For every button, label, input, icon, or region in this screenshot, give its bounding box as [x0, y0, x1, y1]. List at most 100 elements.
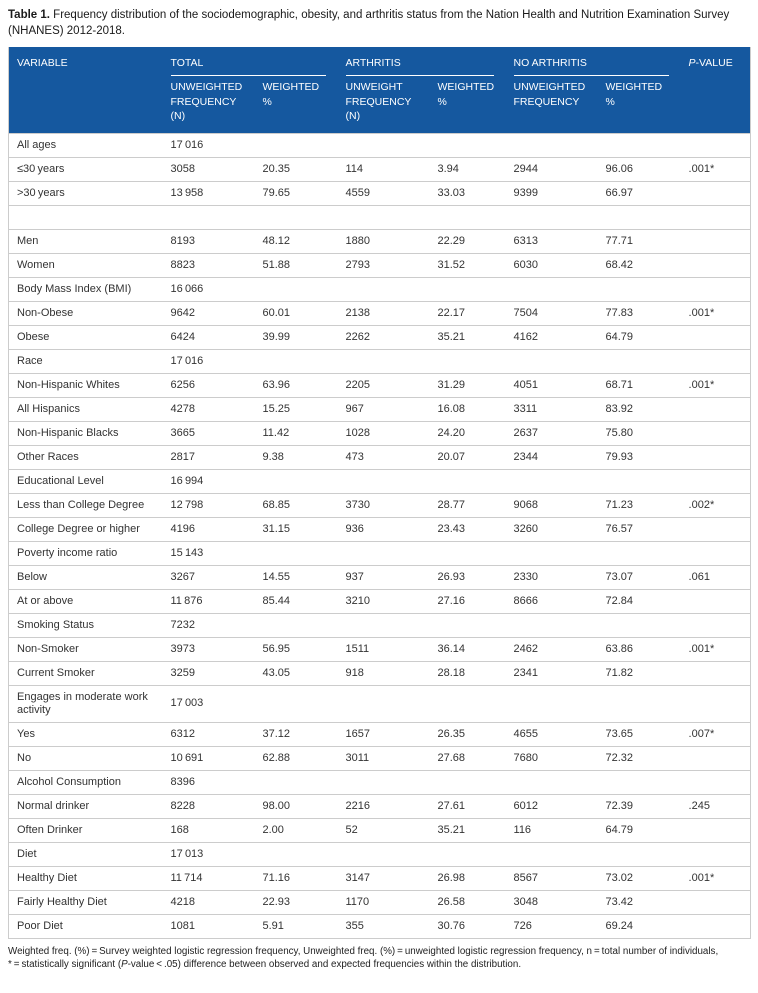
row-label: Smoking Status — [8, 612, 163, 638]
value-cell: 8396 — [162, 769, 255, 795]
value-cell: 20.07 — [429, 444, 506, 470]
p-value-cell — [680, 204, 751, 230]
value-cell: 69.24 — [597, 913, 681, 939]
row-label: Poor Diet — [8, 913, 163, 939]
value-cell: 936 — [337, 516, 430, 542]
table-caption: Table 1. Frequency distribution of the s… — [8, 7, 750, 39]
row-label: At or above — [8, 588, 163, 614]
value-cell: 2637 — [505, 420, 598, 446]
value-cell: 2205 — [337, 372, 430, 398]
value-cell: 3147 — [337, 865, 430, 891]
value-cell: 64.79 — [597, 324, 681, 350]
value-cell: 9.38 — [254, 444, 338, 470]
value-cell: 4218 — [162, 889, 255, 915]
value-cell — [597, 468, 681, 494]
table-row: Yes 6312 37.12 1657 26.35 4655 73.65.007* — [8, 721, 751, 747]
p-value-cell — [680, 745, 751, 771]
value-cell: 3665 — [162, 420, 255, 446]
value-cell: 52 — [337, 817, 430, 843]
value-cell: 6312 — [162, 721, 255, 747]
row-label: Non-Obese — [8, 300, 163, 326]
value-cell: 22.93 — [254, 889, 338, 915]
value-cell — [505, 769, 598, 795]
table-row: Poor Diet 1081 5.91 355 30.76 726 69.24 — [8, 913, 751, 939]
value-cell — [597, 684, 681, 723]
value-cell — [429, 769, 506, 795]
value-cell: 3260 — [505, 516, 598, 542]
value-cell: 3973 — [162, 636, 255, 662]
value-cell: 114 — [337, 156, 430, 182]
value-cell: 62.88 — [254, 745, 338, 771]
p-value-cell — [680, 769, 751, 795]
value-cell: 3048 — [505, 889, 598, 915]
value-cell: 12 798 — [162, 492, 255, 518]
value-cell: 20.35 — [254, 156, 338, 182]
value-cell: 3730 — [337, 492, 430, 518]
value-cell: 22.17 — [429, 300, 506, 326]
row-label: Body Mass Index (BMI) — [8, 276, 163, 302]
value-cell — [429, 684, 506, 723]
value-cell: 73.42 — [597, 889, 681, 915]
value-cell — [505, 684, 598, 723]
value-cell — [597, 204, 681, 230]
value-cell — [254, 612, 338, 638]
value-cell: 26.98 — [429, 865, 506, 891]
value-cell — [429, 841, 506, 867]
value-cell: 83.92 — [597, 396, 681, 422]
value-cell — [429, 348, 506, 374]
value-cell: 16 066 — [162, 276, 255, 302]
p-value-cell — [680, 660, 751, 686]
p-value-cell — [680, 396, 751, 422]
p-value-cell: .002* — [680, 492, 751, 518]
value-cell — [429, 612, 506, 638]
p-value-cell — [680, 324, 751, 350]
frequency-table: VARIABLE TOTAL ARTHRITIS NO ARTHRITIS P-… — [8, 47, 752, 939]
value-cell: 6256 — [162, 372, 255, 398]
value-cell: 1880 — [337, 228, 430, 254]
value-cell: 23.43 — [429, 516, 506, 542]
value-cell: 14.55 — [254, 564, 338, 590]
table-footnote: Weighted freq. (%) = Survey weighted log… — [8, 945, 750, 972]
value-cell: 5.91 — [254, 913, 338, 939]
value-cell: 48.12 — [254, 228, 338, 254]
value-cell: 11 876 — [162, 588, 255, 614]
value-cell: 168 — [162, 817, 255, 843]
value-cell — [505, 276, 598, 302]
value-cell: 6424 — [162, 324, 255, 350]
value-cell: 3267 — [162, 564, 255, 590]
value-cell — [597, 132, 681, 158]
value-cell: 17 013 — [162, 841, 255, 867]
value-cell — [505, 468, 598, 494]
value-cell: 17 016 — [162, 132, 255, 158]
value-cell: 9399 — [505, 180, 598, 206]
value-cell: 72.84 — [597, 588, 681, 614]
value-cell — [254, 540, 338, 566]
value-cell — [254, 132, 338, 158]
p-value-cell: .061 — [680, 564, 751, 590]
table-row: College Degree or higher 4196 31.15 936 23.4… — [8, 516, 751, 542]
value-cell — [162, 204, 255, 230]
row-label: Race — [8, 348, 163, 374]
table-row: Other Races 2817 9.38 473 20.07 2344 79.93 — [8, 444, 751, 470]
footnote-line-2: * = statistically significant (P-value <… — [8, 958, 750, 972]
table-row: Body Mass Index (BMI) 16 066 — [8, 276, 751, 302]
value-cell: 73.02 — [597, 865, 681, 891]
value-cell: 77.71 — [597, 228, 681, 254]
value-cell: 7680 — [505, 745, 598, 771]
value-cell: 35.21 — [429, 817, 506, 843]
p-value-cell — [680, 444, 751, 470]
table-row: At or above 11 876 85.44 3210 27.16 8666 72.84 — [8, 588, 751, 614]
value-cell: 4196 — [162, 516, 255, 542]
value-cell: 8823 — [162, 252, 255, 278]
value-cell: 2944 — [505, 156, 598, 182]
value-cell: 7504 — [505, 300, 598, 326]
value-cell — [337, 684, 430, 723]
value-cell: 8193 — [162, 228, 255, 254]
table-row: Non-Hispanic Blacks 3665 11.42 1028 24.20 263… — [8, 420, 751, 446]
value-cell — [337, 769, 430, 795]
value-cell — [597, 276, 681, 302]
value-cell: 43.05 — [254, 660, 338, 686]
table-body: All ages 17 016 ≤30 years 3058 20.35 114 3.94 2… — [8, 132, 751, 939]
row-label: ≤30 years — [8, 156, 163, 182]
value-cell — [337, 204, 430, 230]
